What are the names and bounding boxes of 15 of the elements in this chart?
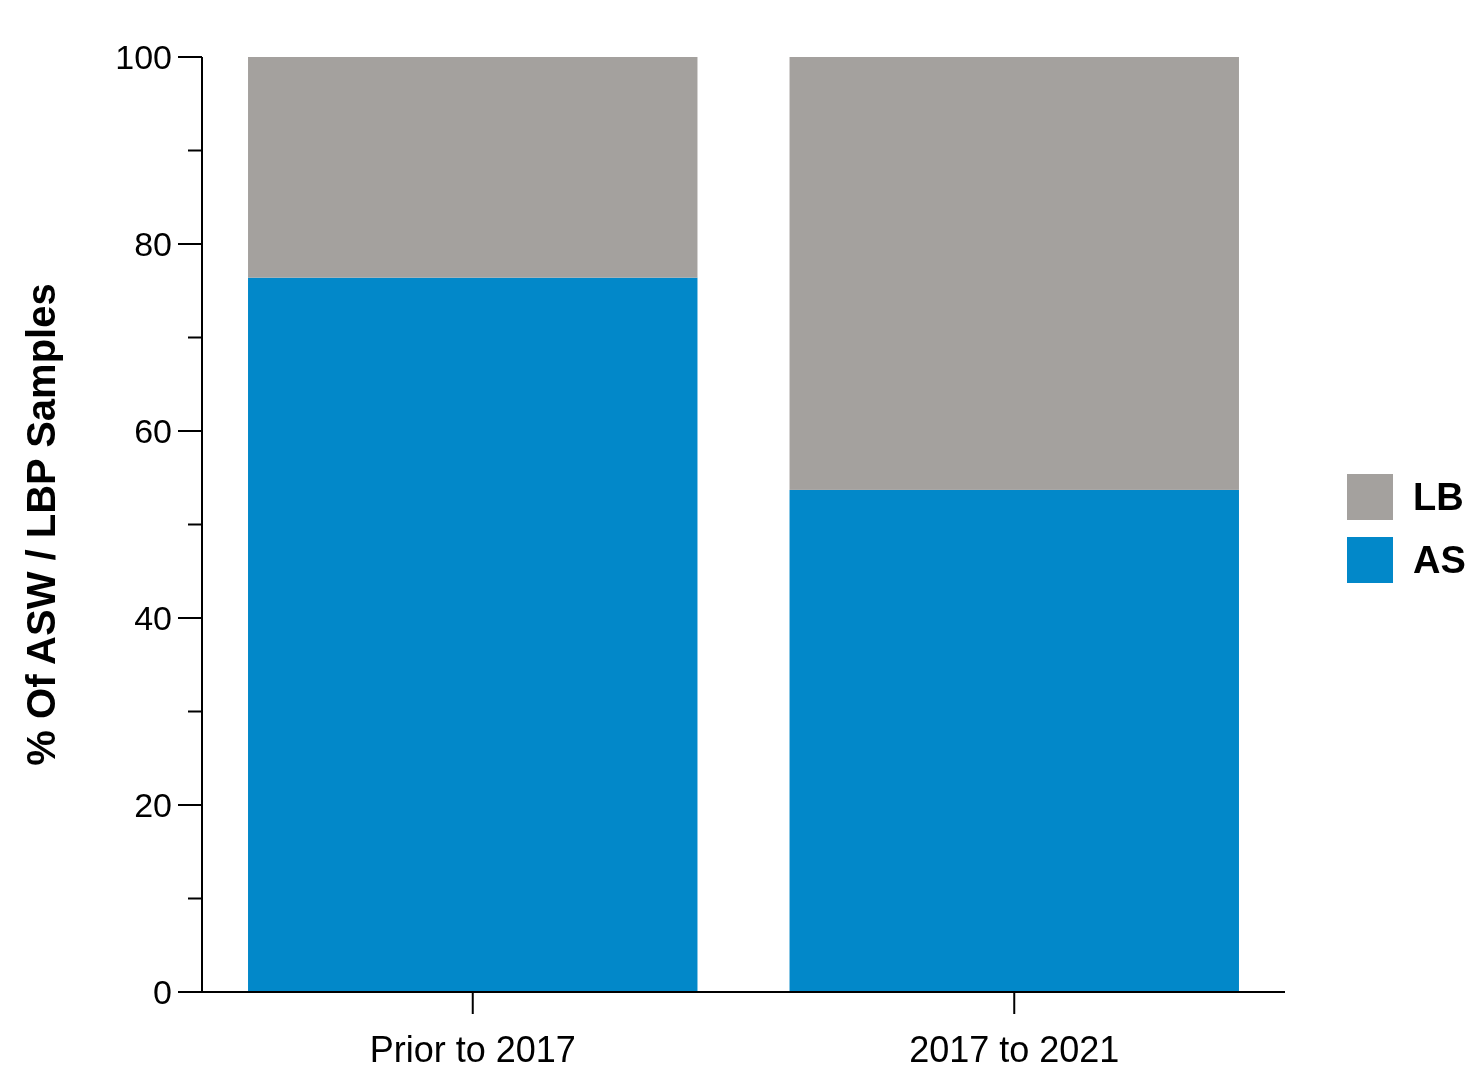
- x-tick-label: Prior to 2017: [369, 1029, 576, 1070]
- y-tick-label: 40: [134, 598, 172, 637]
- y-tick-label: 80: [134, 224, 172, 263]
- bar: [789, 57, 1239, 490]
- y-tick-label: 100: [115, 37, 172, 76]
- x-tick-label: 2017 to 2021: [909, 1029, 1120, 1070]
- bar: [789, 489, 1239, 992]
- y-tick-label: 0: [153, 972, 172, 1011]
- bar: [248, 277, 698, 992]
- y-axis-title: % Of ASW / LBP Samples: [19, 283, 63, 766]
- bar: [248, 57, 698, 278]
- y-tick-label: 20: [134, 785, 172, 824]
- legend-label: AS: [1413, 539, 1466, 582]
- legend-label: LB: [1413, 476, 1464, 519]
- y-tick-label: 60: [134, 411, 172, 450]
